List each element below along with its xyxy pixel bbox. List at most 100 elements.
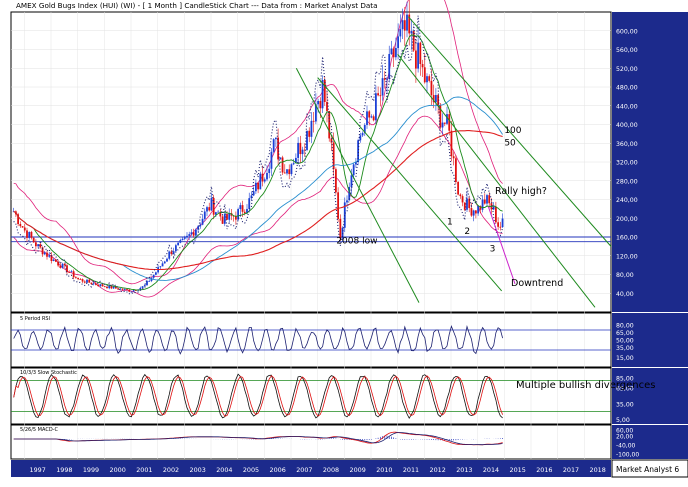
candle-body — [163, 261, 166, 264]
rsi-tick-label: 80,00 — [616, 323, 634, 330]
candle-body — [159, 266, 162, 268]
year-tick-label: 2005 — [243, 466, 259, 474]
macd-tick-label: -100,00 — [616, 452, 639, 459]
chart-title: AMEX Gold Bugs Index (HUI) (WI) - [ 1 Mo… — [16, 1, 377, 10]
candle-body — [19, 224, 22, 227]
channel-line — [407, 16, 612, 247]
candle-body — [403, 20, 406, 31]
candle-body — [286, 169, 288, 174]
candle-body — [290, 164, 293, 175]
candle-body — [381, 78, 384, 96]
candle-body — [212, 197, 215, 215]
macd-axis — [612, 425, 688, 459]
year-tick-label: 1997 — [30, 466, 46, 474]
candle-body — [90, 282, 93, 285]
candle-body — [392, 48, 395, 58]
year-tick-label: 2008 — [323, 466, 339, 474]
candle-body — [74, 277, 77, 279]
candle-body — [101, 284, 104, 287]
price-tick-label: 200,00 — [616, 216, 638, 223]
year-tick-label: 2012 — [430, 466, 446, 474]
candle-body — [177, 242, 180, 246]
stochastic-axis — [612, 368, 688, 424]
year-tick-label: 2010 — [376, 466, 392, 474]
candle-body — [499, 226, 502, 228]
candle-body — [363, 125, 366, 134]
price-tick-label: 360,00 — [616, 141, 638, 148]
candle-body — [443, 122, 446, 124]
candle-body — [259, 173, 262, 190]
candle-body — [321, 80, 324, 109]
rsi-axis — [612, 313, 688, 367]
channel-line — [317, 77, 503, 292]
candle-body — [430, 80, 433, 96]
candle-body — [317, 101, 320, 105]
low-annotation: 2008 low — [336, 236, 377, 246]
watermark-box — [611, 459, 688, 478]
candle-body — [254, 182, 257, 192]
candle-body — [250, 195, 253, 199]
candle-body — [46, 252, 48, 257]
year-tick-label: 2001 — [136, 466, 152, 474]
candle-body — [237, 209, 240, 220]
candle-body — [374, 93, 377, 121]
candle-body — [394, 48, 397, 58]
candle-body — [23, 227, 26, 231]
candle-body — [352, 164, 355, 176]
watermark: Market Analyst 6 — [616, 465, 679, 474]
candle-body — [294, 157, 297, 164]
candle-body — [354, 162, 357, 165]
candle-body — [410, 31, 413, 34]
candle-body — [146, 281, 148, 286]
time-axis — [11, 460, 611, 477]
candle-body — [130, 291, 133, 293]
candle-body — [34, 242, 37, 247]
candle-body — [481, 199, 484, 210]
stochastic-d-line — [13, 375, 503, 417]
candle-body — [170, 251, 173, 254]
rsi-tick-label: 65,00 — [616, 330, 634, 337]
candle-body — [330, 138, 333, 143]
candle-body — [292, 163, 295, 165]
candle-body — [199, 224, 202, 227]
candle-body — [497, 222, 500, 227]
candle-body — [214, 212, 217, 215]
candle-body — [474, 210, 477, 214]
candle-body — [83, 281, 86, 283]
channel-line — [397, 53, 596, 308]
candle-body — [221, 216, 224, 224]
candle-body — [383, 78, 386, 80]
candle-body — [161, 263, 164, 267]
channel-line — [295, 68, 420, 303]
candle-body — [466, 198, 468, 210]
stochastic-tick-label: 35,00 — [616, 401, 634, 408]
year-tick-label: 2013 — [456, 466, 472, 474]
price-tick-label: 600,00 — [616, 28, 638, 35]
candle-body — [172, 251, 175, 254]
price-tick-label: 40,00 — [616, 291, 634, 298]
candle-body — [323, 80, 326, 102]
candle-body — [143, 285, 146, 287]
candle-body — [126, 289, 128, 290]
candle-body — [439, 104, 442, 128]
year-tick-label: 2006 — [270, 466, 286, 474]
candle-body — [461, 196, 464, 203]
candle-body — [114, 286, 117, 289]
candle-body — [192, 232, 195, 236]
candle-body — [112, 286, 115, 289]
candle-body — [154, 272, 157, 275]
candle-body — [168, 251, 171, 259]
price-axis — [612, 12, 688, 312]
candle-body — [94, 283, 97, 285]
candle-body — [426, 76, 428, 83]
candle-body — [312, 120, 315, 122]
candle-body — [468, 198, 471, 209]
candle-body — [303, 149, 306, 151]
candle-body — [66, 265, 68, 273]
candle-body — [54, 259, 57, 262]
candle-body — [274, 137, 277, 140]
candle-body — [63, 263, 66, 266]
candle-body — [197, 226, 200, 230]
stochastic-k-line — [13, 373, 503, 420]
candle-body — [103, 286, 106, 288]
